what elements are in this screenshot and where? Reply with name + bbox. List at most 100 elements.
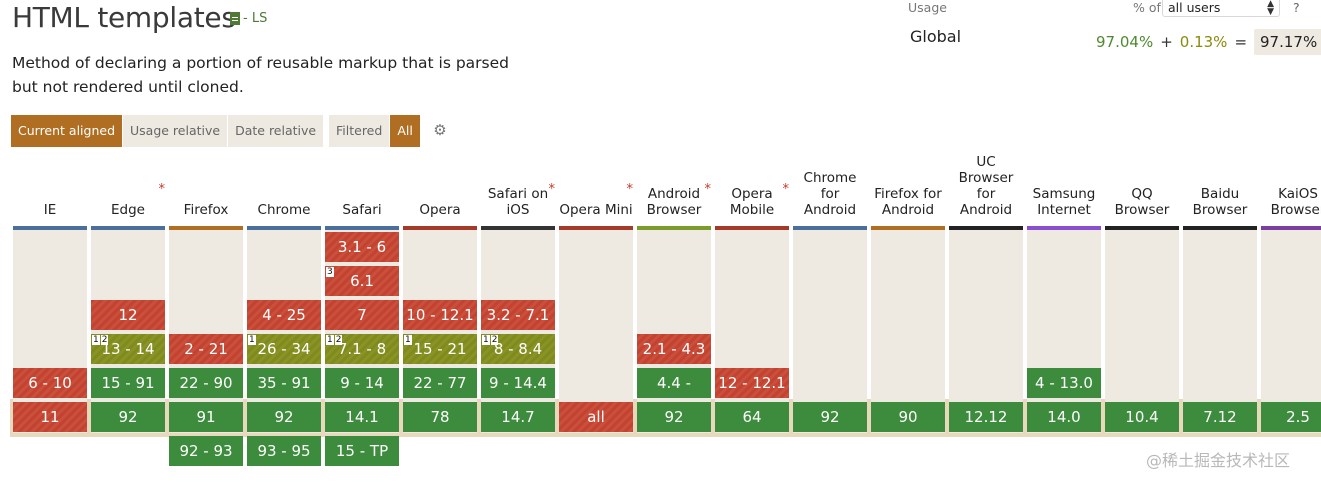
version-cell[interactable]: 64 <box>715 402 789 432</box>
version-cell[interactable]: 6 - 10 <box>13 368 87 398</box>
watermark: @稀土掘金技术社区 <box>1146 451 1291 470</box>
version-label: 13 - 14 <box>101 340 155 358</box>
browser-color-bar <box>169 226 243 230</box>
version-label: all <box>587 408 605 426</box>
version-cell[interactable]: 22 - 90 <box>169 368 243 398</box>
version-label: 92 <box>664 408 684 426</box>
feature-description: Method of declaring a portion of reusabl… <box>12 54 510 96</box>
browser-color-bar <box>13 226 87 230</box>
select-caret-icon: ▲ ▼ <box>1267 0 1274 17</box>
column-background <box>637 230 711 433</box>
version-label: 26 - 34 <box>257 340 311 358</box>
version-cell[interactable]: 14.1 <box>325 402 399 432</box>
version-cell[interactable]: all <box>559 402 633 432</box>
browser-color-bar <box>715 226 789 230</box>
version-cell[interactable]: 78 <box>403 402 477 432</box>
version-cell[interactable]: 7.12 <box>1183 402 1257 432</box>
version-label: 2.1 - 4.3 <box>642 340 706 358</box>
version-cell[interactable]: 3.1 - 6 <box>325 232 399 262</box>
version-cell[interactable]: 15 - 21 1 <box>403 334 477 364</box>
version-label: 14.0 <box>1047 408 1081 426</box>
plus-sign: + <box>1160 33 1173 51</box>
supported-percent: 97.04% <box>1096 33 1154 51</box>
note-marker: 1 <box>92 335 100 345</box>
version-label: 7 <box>357 306 367 324</box>
version-cell[interactable]: 6.1 3 <box>325 266 399 296</box>
version-cell[interactable]: 10.4 <box>1105 402 1179 432</box>
version-cell[interactable]: 13 - 14 1 2 <box>91 334 165 364</box>
version-label: 90 <box>898 408 918 426</box>
page-title: HTML templates <box>12 1 236 34</box>
browser-color-bar <box>1027 226 1101 230</box>
version-cell[interactable]: 92 <box>637 402 711 432</box>
version-cell[interactable]: 14.0 <box>1027 402 1101 432</box>
version-label: 93 - 95 <box>257 442 311 460</box>
version-cell[interactable]: 92 <box>793 402 867 432</box>
version-cell[interactable]: 15 - TP <box>325 436 399 466</box>
version-cell[interactable]: 4 - 25 <box>247 300 321 330</box>
users-select[interactable]: all users ▲ ▼ <box>1162 0 1280 17</box>
version-cell[interactable]: 15 - 91 <box>91 368 165 398</box>
column-background <box>169 230 243 433</box>
version-label: 92 <box>820 408 840 426</box>
browser-color-bar <box>793 226 867 230</box>
version-cell[interactable]: 2.1 - 4.3 <box>637 334 711 364</box>
version-label: 12 - 12.1 <box>718 374 786 392</box>
browser-name: Opera Mini <box>559 202 633 218</box>
gear-icon[interactable]: ⚙ <box>433 121 447 139</box>
version-label: 8 - 8.4 <box>493 340 543 358</box>
version-cell[interactable]: 26 - 34 1 <box>247 334 321 364</box>
version-cell[interactable]: 92 <box>91 402 165 432</box>
version-label: 4 - 25 <box>262 306 306 324</box>
view-mode-group: Current aligned Usage relative Date rela… <box>11 115 325 147</box>
partial-percent: 0.13% <box>1179 33 1228 51</box>
version-cell[interactable]: 3.2 - 7.1 <box>481 300 555 330</box>
current-aligned-button[interactable]: Current aligned <box>11 115 124 147</box>
version-cell[interactable]: 8 - 8.4 1 2 <box>481 334 555 364</box>
help-link[interactable]: ? <box>1293 0 1300 15</box>
version-cell[interactable]: 22 - 77 <box>403 368 477 398</box>
usage-summary: 97.04% + 0.13% = 97.17% <box>1096 29 1321 55</box>
version-label: 7.12 <box>1203 408 1237 426</box>
version-cell[interactable]: 12 <box>91 300 165 330</box>
version-cell[interactable]: 35 - 91 <box>247 368 321 398</box>
usage-relative-button[interactable]: Usage relative <box>123 115 229 147</box>
version-cell[interactable]: 4 - 13.0 <box>1027 368 1101 398</box>
version-cell[interactable]: 7 <box>325 300 399 330</box>
column-background <box>1027 230 1101 433</box>
browser-color-bar <box>1105 226 1179 230</box>
version-cell[interactable]: 91 <box>169 402 243 432</box>
version-label: 10 - 12.1 <box>406 306 474 324</box>
usage-label: Usage <box>908 0 947 15</box>
version-cell[interactable]: 93 - 95 <box>247 436 321 466</box>
version-cell[interactable]: 92 - 93 <box>169 436 243 466</box>
version-cell[interactable]: 12.12 <box>949 402 1023 432</box>
version-cell[interactable]: 10 - 12.1 <box>403 300 477 330</box>
date-relative-button[interactable]: Date relative <box>228 115 325 147</box>
browser-name: Edge <box>111 202 145 218</box>
version-label: 91 <box>196 408 216 426</box>
version-label: 12.12 <box>964 408 1008 426</box>
version-cell[interactable]: 9 - 14.4 <box>481 368 555 398</box>
filtered-button[interactable]: Filtered <box>329 115 391 147</box>
note-markers: 1 <box>404 335 412 345</box>
spec-status[interactable]: - LS <box>230 11 267 26</box>
version-cell[interactable]: 11 <box>13 402 87 432</box>
version-cell[interactable]: 2.5 <box>1261 402 1321 432</box>
all-button[interactable]: All <box>390 115 421 147</box>
note-markers: 1 <box>248 335 256 345</box>
version-cell[interactable]: 12 - 12.1 <box>715 368 789 398</box>
column-background <box>247 230 321 433</box>
version-cell[interactable]: 9 - 14 <box>325 368 399 398</box>
version-cell[interactable]: 4.4 - 4.4.4 <box>637 368 711 422</box>
spec-status-label: - LS <box>243 11 268 26</box>
note-marker: 1 <box>404 335 412 345</box>
version-label: 15 - 91 <box>101 374 155 392</box>
version-cell[interactable]: 92 <box>247 402 321 432</box>
version-cell[interactable]: 2 - 21 <box>169 334 243 364</box>
version-cell[interactable]: 90 <box>871 402 945 432</box>
version-cell[interactable]: 14.7 <box>481 402 555 432</box>
